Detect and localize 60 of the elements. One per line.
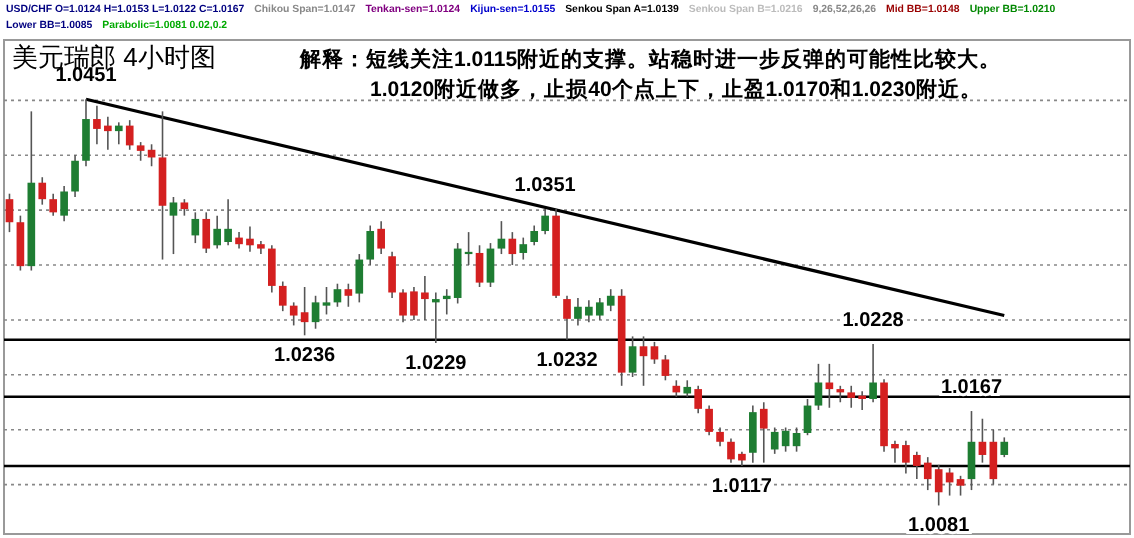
candlestick [792, 426, 801, 453]
candlestick [191, 211, 200, 244]
candlestick [869, 343, 877, 404]
annotation: 1.0229 [405, 352, 468, 375]
annotation: 1.0351 [514, 175, 577, 198]
candlestick [114, 121, 123, 146]
candlestick [628, 335, 637, 378]
candlestick [639, 335, 648, 387]
candlestick [71, 154, 79, 198]
candlestick [82, 98, 90, 168]
annotation: 1.0120附近做多，止损40个点上下，止盈1.0170和1.0230附近。 [370, 76, 983, 102]
candlestick [759, 401, 768, 464]
candlestick [125, 119, 134, 151]
candlestick [268, 244, 276, 294]
candlestick [344, 282, 353, 308]
candlestick [497, 220, 506, 255]
candlestick [486, 242, 495, 288]
candlestick [716, 426, 724, 447]
candlestick [541, 208, 549, 236]
candlestick [202, 211, 211, 254]
candlestick [136, 141, 145, 162]
candlestick [694, 385, 703, 415]
candlestick [814, 363, 823, 411]
candlestick [956, 475, 965, 497]
candlestick [650, 341, 659, 365]
candlestick [5, 192, 14, 233]
annotation: 1.0451 [55, 65, 118, 88]
candlestick [311, 294, 320, 330]
candlestick [366, 224, 375, 266]
candlestick [278, 280, 287, 312]
candlestick [16, 214, 25, 272]
annotation: 1.0081 [908, 515, 971, 538]
candlestick [169, 196, 178, 255]
candlestick [475, 244, 484, 288]
candlestick [519, 236, 528, 261]
annotation: 1.0232 [536, 349, 599, 372]
candlestick [989, 428, 998, 486]
candlestick [322, 286, 331, 316]
candlestick [803, 398, 812, 436]
candlestick [333, 282, 342, 308]
candlestick [563, 294, 571, 341]
candlestick [38, 176, 47, 206]
annotation: 1.0236 [274, 345, 337, 368]
annotation: 1.0117 [711, 475, 773, 498]
candlestick [705, 404, 713, 436]
candlestick [60, 185, 68, 222]
candlestick [978, 417, 987, 464]
annotation: 1.0167 [940, 377, 1003, 400]
candlestick [49, 192, 58, 217]
candlestick [431, 291, 440, 344]
candlestick [355, 253, 364, 304]
candlestick [377, 220, 385, 255]
candlestick [967, 410, 976, 491]
annotation: 解释：短线关注1.0115附近的支撑。站稳时进一步反弹的可能性比较大。 [298, 46, 1002, 72]
candlestick [388, 251, 396, 299]
annotation: 1.0228 [842, 310, 905, 333]
candlestick [661, 354, 670, 382]
candlestick [749, 404, 757, 464]
candlestick [530, 224, 539, 247]
candlestick [1000, 436, 1009, 458]
